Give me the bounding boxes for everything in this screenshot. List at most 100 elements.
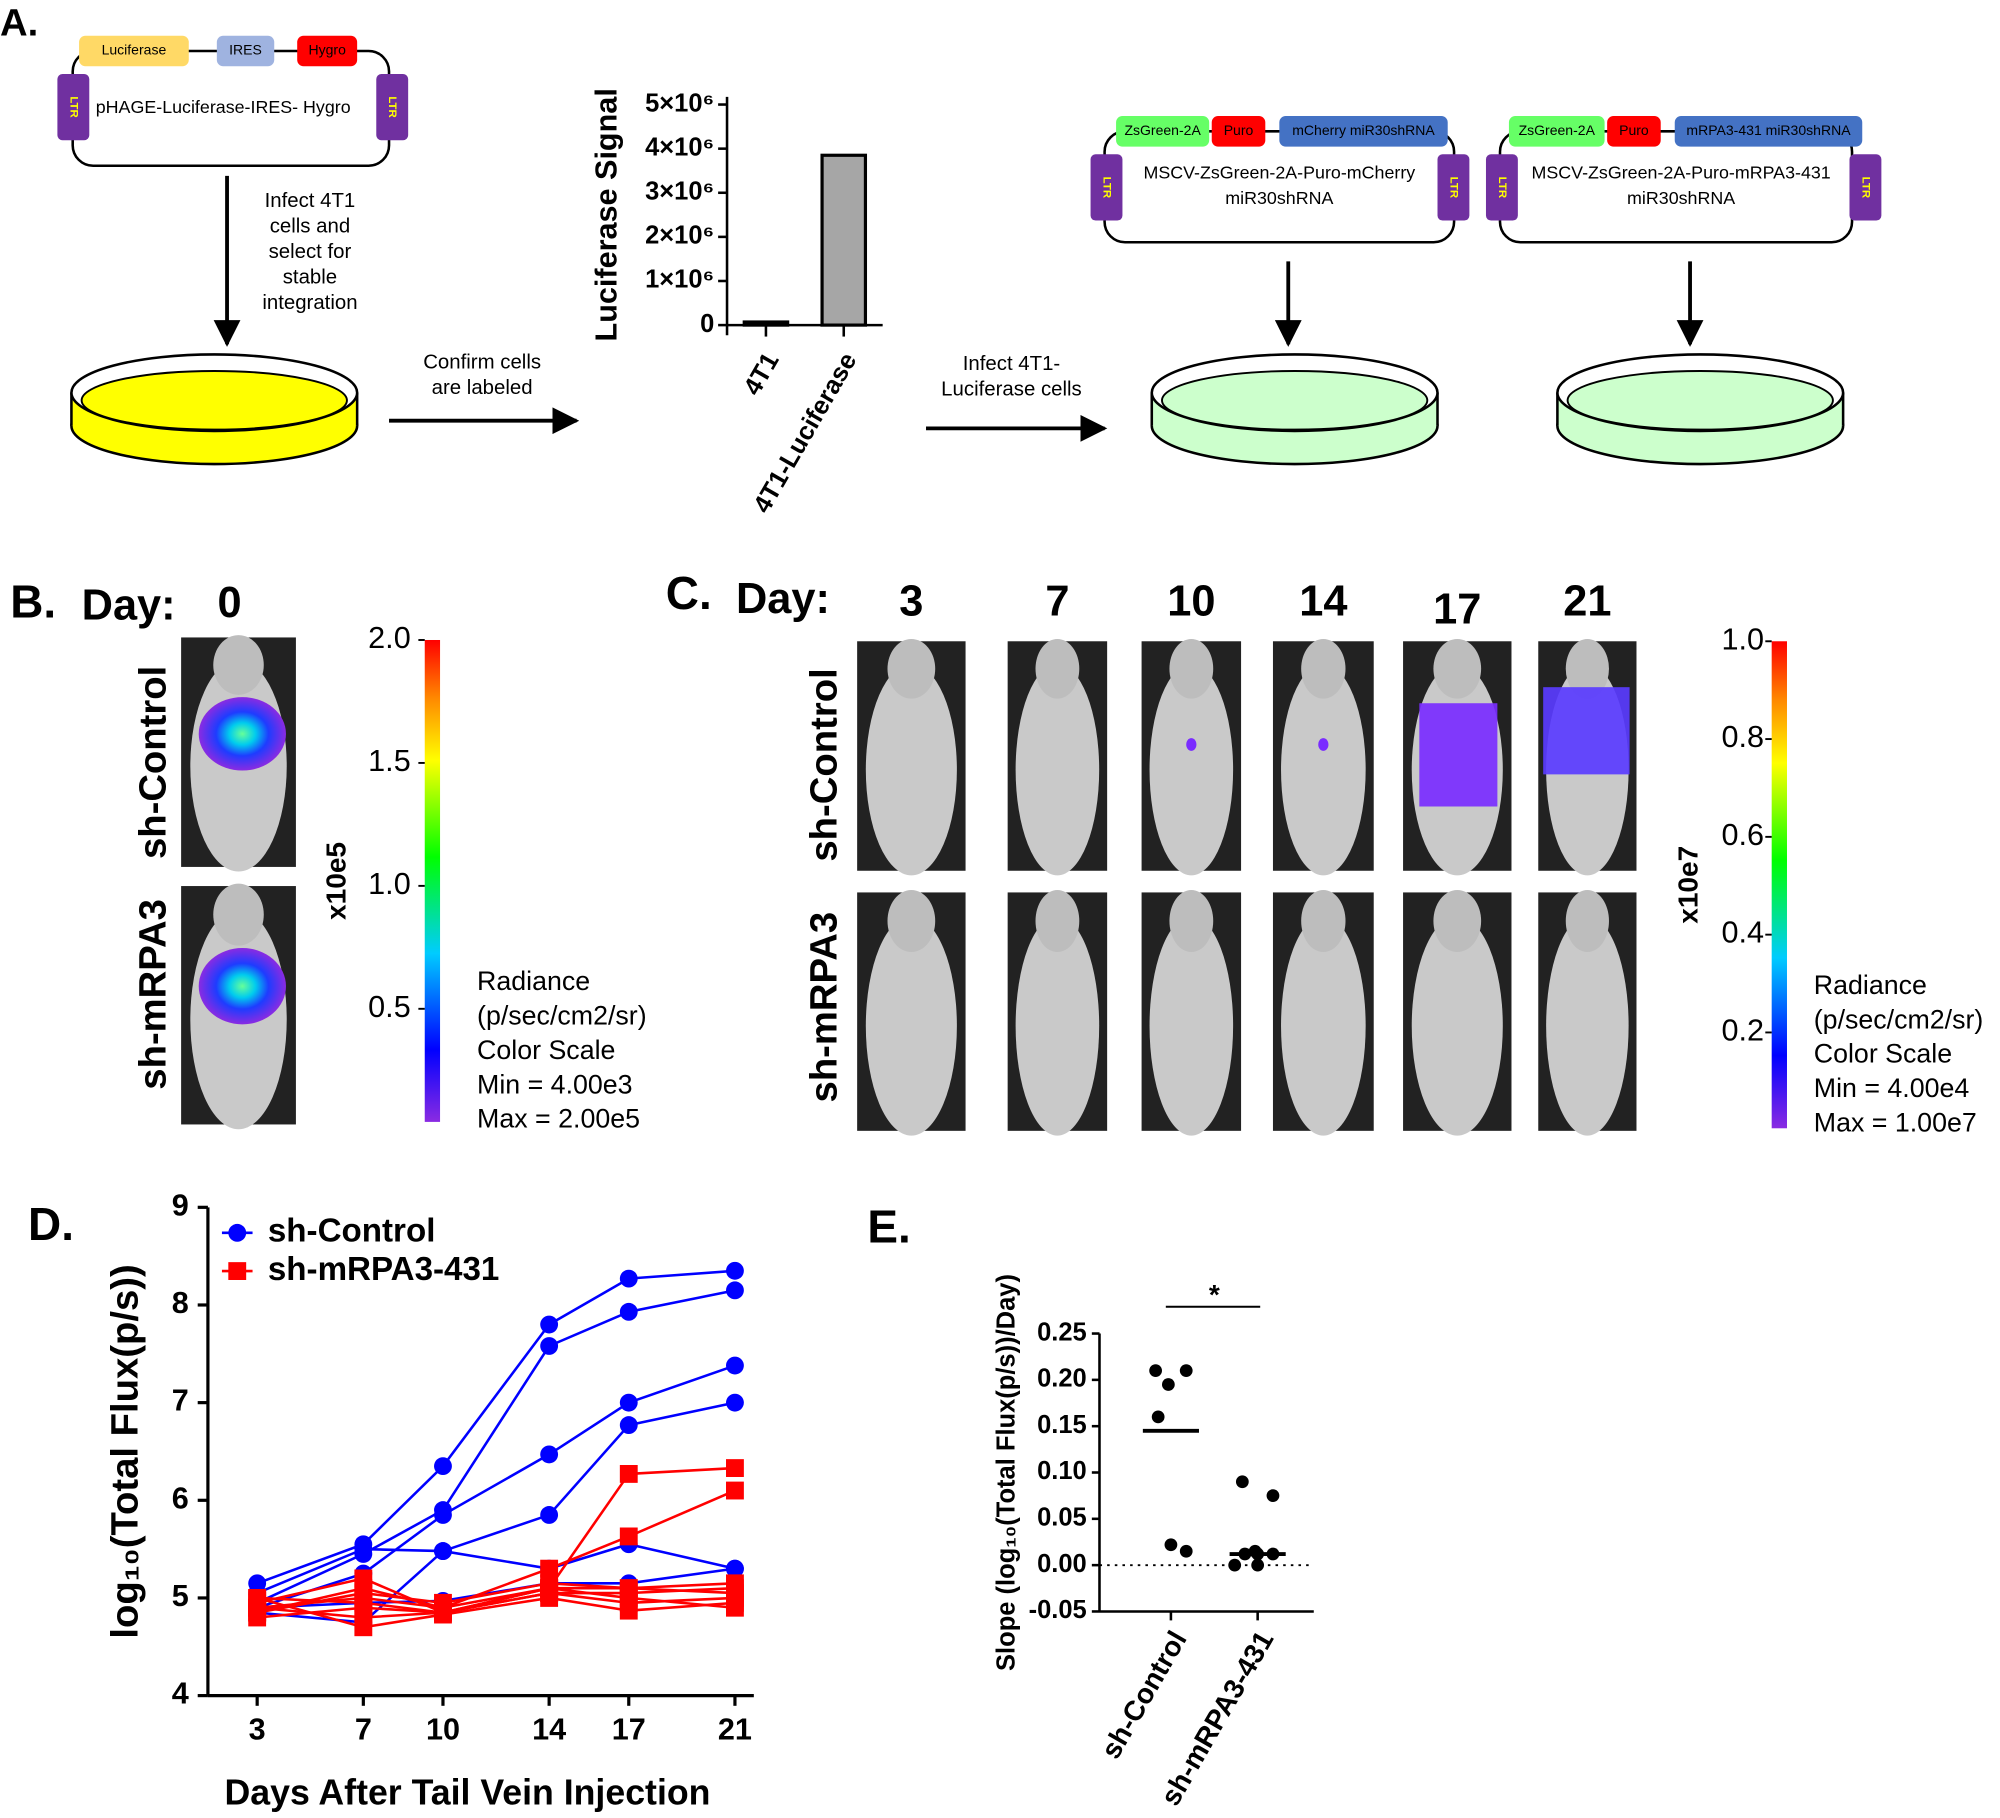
mouse-head xyxy=(1433,638,1482,699)
marker xyxy=(540,1579,559,1598)
marker xyxy=(540,1337,559,1355)
series-line xyxy=(257,1582,735,1614)
marker xyxy=(726,1589,744,1607)
x-tick-label: 3 xyxy=(249,1712,266,1746)
dish-medium xyxy=(1161,370,1429,431)
marker xyxy=(619,1579,638,1598)
step-text: Infect 4T1- xyxy=(963,353,1060,375)
mouse-head xyxy=(887,638,936,699)
vector-element xyxy=(1116,116,1210,147)
marker xyxy=(726,1559,744,1578)
ltr-label: LTR xyxy=(1496,177,1508,199)
colorbar-tick-label: 1.5 xyxy=(368,744,411,778)
day-value: 7 xyxy=(1045,578,1069,626)
mouse-head xyxy=(1169,890,1214,953)
day-value: 17 xyxy=(1433,585,1481,633)
vector-name: MSCV-ZsGreen-2A-Puro-mCherry xyxy=(1143,163,1415,183)
day-value: 3 xyxy=(899,578,923,626)
mouse-head xyxy=(887,890,936,953)
element-label: Puro xyxy=(1619,122,1649,138)
series-line xyxy=(256,1269,736,1585)
colorbar-multiplier: x10e7 xyxy=(1672,846,1703,924)
marker xyxy=(619,1527,638,1546)
element-label: ZsGreen-2A xyxy=(1519,122,1596,138)
marker xyxy=(726,1574,744,1593)
legend-label: sh-mRPA3-431 xyxy=(268,1251,500,1288)
signal xyxy=(1543,687,1630,775)
mouse-head xyxy=(1035,890,1080,953)
y-tick-label: 5×10⁶ xyxy=(645,89,714,117)
vector-element xyxy=(1607,116,1661,147)
panel-label: E. xyxy=(867,1200,910,1252)
colorbar-tick-label: 0.4 xyxy=(1721,916,1764,950)
step-text: Infect 4T1 xyxy=(265,190,356,212)
step-text: cells and xyxy=(270,215,351,237)
dish-medium xyxy=(1566,370,1834,431)
marker xyxy=(354,1593,373,1612)
legend-marker xyxy=(228,1262,247,1280)
marker xyxy=(434,1603,452,1622)
ltr-box xyxy=(1437,154,1470,221)
element-label: mRPA3-431 miR30shRNA xyxy=(1686,122,1851,138)
x-tick-label: 10 xyxy=(426,1712,460,1746)
colorbar-tick-label: 0.6 xyxy=(1721,818,1764,852)
vector-element xyxy=(1211,116,1266,147)
y-axis-label: Luciferase Signal xyxy=(589,88,623,341)
ltr-label: LTR xyxy=(386,96,398,118)
y-tick-label: 0.10 xyxy=(1037,1457,1087,1485)
y-tick-label: 8 xyxy=(172,1286,189,1320)
signal xyxy=(1419,703,1498,807)
x-axis-label: Days After Tail Vein Injection xyxy=(224,1772,710,1812)
day-label: Day: xyxy=(736,575,830,623)
point xyxy=(1164,1538,1178,1552)
marker xyxy=(354,1608,373,1627)
marker xyxy=(540,1445,559,1464)
legend-label: sh-Control xyxy=(268,1213,436,1250)
marker xyxy=(248,1589,267,1607)
colorbar-tick-label: 1.0 xyxy=(368,867,411,901)
mouse-head xyxy=(1301,638,1346,699)
colorbar-legend: Radiance xyxy=(1814,970,1927,1000)
y-tick-label: 1×10⁶ xyxy=(645,266,714,294)
mouse-body xyxy=(865,916,957,1136)
ltr-label: LTR xyxy=(1859,177,1871,199)
marker xyxy=(619,1302,638,1321)
marker xyxy=(726,1356,744,1375)
colorbar-legend: Radiance xyxy=(477,966,590,996)
series-line xyxy=(257,1401,736,1624)
y-tick-label: -0.05 xyxy=(1029,1596,1087,1624)
x-tick-label: 17 xyxy=(612,1712,646,1746)
legend-marker xyxy=(228,1223,247,1242)
element-label: mCherry miR30shRNA xyxy=(1292,122,1435,138)
colorbar xyxy=(424,639,441,1122)
series-line xyxy=(257,1591,735,1619)
mouse-body xyxy=(1149,916,1234,1136)
y-tick-label: 0 xyxy=(700,310,714,338)
ltr-label: LTR xyxy=(1100,177,1112,199)
mouse-body xyxy=(1281,916,1366,1136)
marker xyxy=(726,1281,744,1300)
element-label: Luciferase xyxy=(102,42,167,58)
series-line xyxy=(257,1586,736,1610)
colorbar-legend: (p/sec/cm2/sr) xyxy=(1814,1004,1984,1034)
marker xyxy=(726,1459,744,1477)
marker xyxy=(540,1506,559,1524)
bar xyxy=(742,320,790,327)
y-tick-label: 0.25 xyxy=(1037,1318,1087,1346)
x-tick-label: 4T1 xyxy=(738,348,784,400)
y-axis-label: Slope (log₁₀(Total Flux(p/s))/Day) xyxy=(992,1274,1020,1671)
y-tick-label: 0.00 xyxy=(1037,1550,1087,1578)
y-tick-label: 7 xyxy=(172,1384,189,1418)
colorbar-tick-label: 1.0 xyxy=(1721,622,1764,656)
element-label: ZsGreen-2A xyxy=(1124,122,1201,138)
marker xyxy=(434,1542,452,1561)
mouse-head xyxy=(1565,890,1609,953)
panel-label: B. xyxy=(10,576,56,628)
marker xyxy=(540,1559,559,1578)
vector-name: pHAGE-Luciferase-IRES- Hygro xyxy=(96,97,351,117)
marker xyxy=(354,1540,373,1559)
marker xyxy=(619,1416,638,1435)
vector-element xyxy=(216,35,275,67)
marker xyxy=(434,1506,452,1524)
